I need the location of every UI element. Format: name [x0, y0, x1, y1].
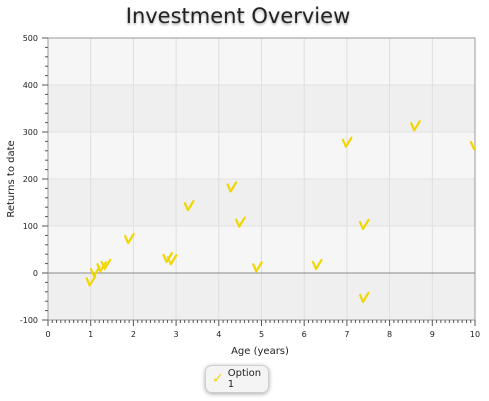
data-point: [252, 261, 263, 273]
data-point: [183, 200, 195, 212]
y-tick-label: 100: [23, 222, 38, 231]
legend: ✓ Option 1: [205, 365, 269, 393]
data-points: [85, 120, 475, 303]
y-tick-label: 0: [33, 269, 38, 278]
data-point: [311, 258, 323, 271]
data-point: [100, 258, 112, 271]
data-point: [166, 254, 178, 266]
data-point: [235, 216, 246, 228]
data-point: [89, 265, 101, 278]
y-tick-label: 300: [23, 128, 38, 137]
data-point: [469, 141, 475, 151]
y-tick-label: 200: [23, 175, 38, 184]
legend-label-option-1: Option 1: [227, 368, 262, 390]
x-tick-label: 10: [470, 330, 480, 339]
x-tick-label: 4: [216, 330, 221, 339]
y-axis-title: Returns to date: [6, 140, 17, 217]
x-tick-label: 6: [302, 330, 307, 339]
data-point: [226, 181, 238, 193]
x-tick-label: 3: [174, 330, 179, 339]
x-axis: 0 1 2 3 4 5 6 7 8 9 10: [45, 320, 480, 339]
chart-title: Investment Overview: [126, 4, 351, 28]
x-tick-label: 5: [259, 330, 264, 339]
x-tick-label: 0: [45, 330, 50, 339]
data-point: [341, 136, 353, 148]
x-tick-label: 8: [387, 330, 392, 339]
data-point: [358, 218, 370, 231]
x-tick-label: 1: [88, 330, 93, 339]
data-point: [162, 251, 174, 263]
data-point: [358, 291, 370, 303]
data-point: [85, 275, 97, 287]
data-point: [410, 120, 421, 132]
y-tick-label: 500: [23, 34, 38, 43]
y-tick-label: 400: [23, 81, 38, 90]
x-tick-label: 7: [344, 330, 349, 339]
x-tick-label: 2: [131, 330, 136, 339]
x-axis-title: Age (years): [231, 346, 289, 357]
x-tick-label: 9: [430, 330, 435, 339]
y-axis: -100 0 100 200 300 400 500: [20, 34, 48, 325]
data-point: [124, 233, 135, 245]
check-icon: ✓: [212, 371, 224, 387]
y-tick-label: -100: [20, 316, 38, 325]
